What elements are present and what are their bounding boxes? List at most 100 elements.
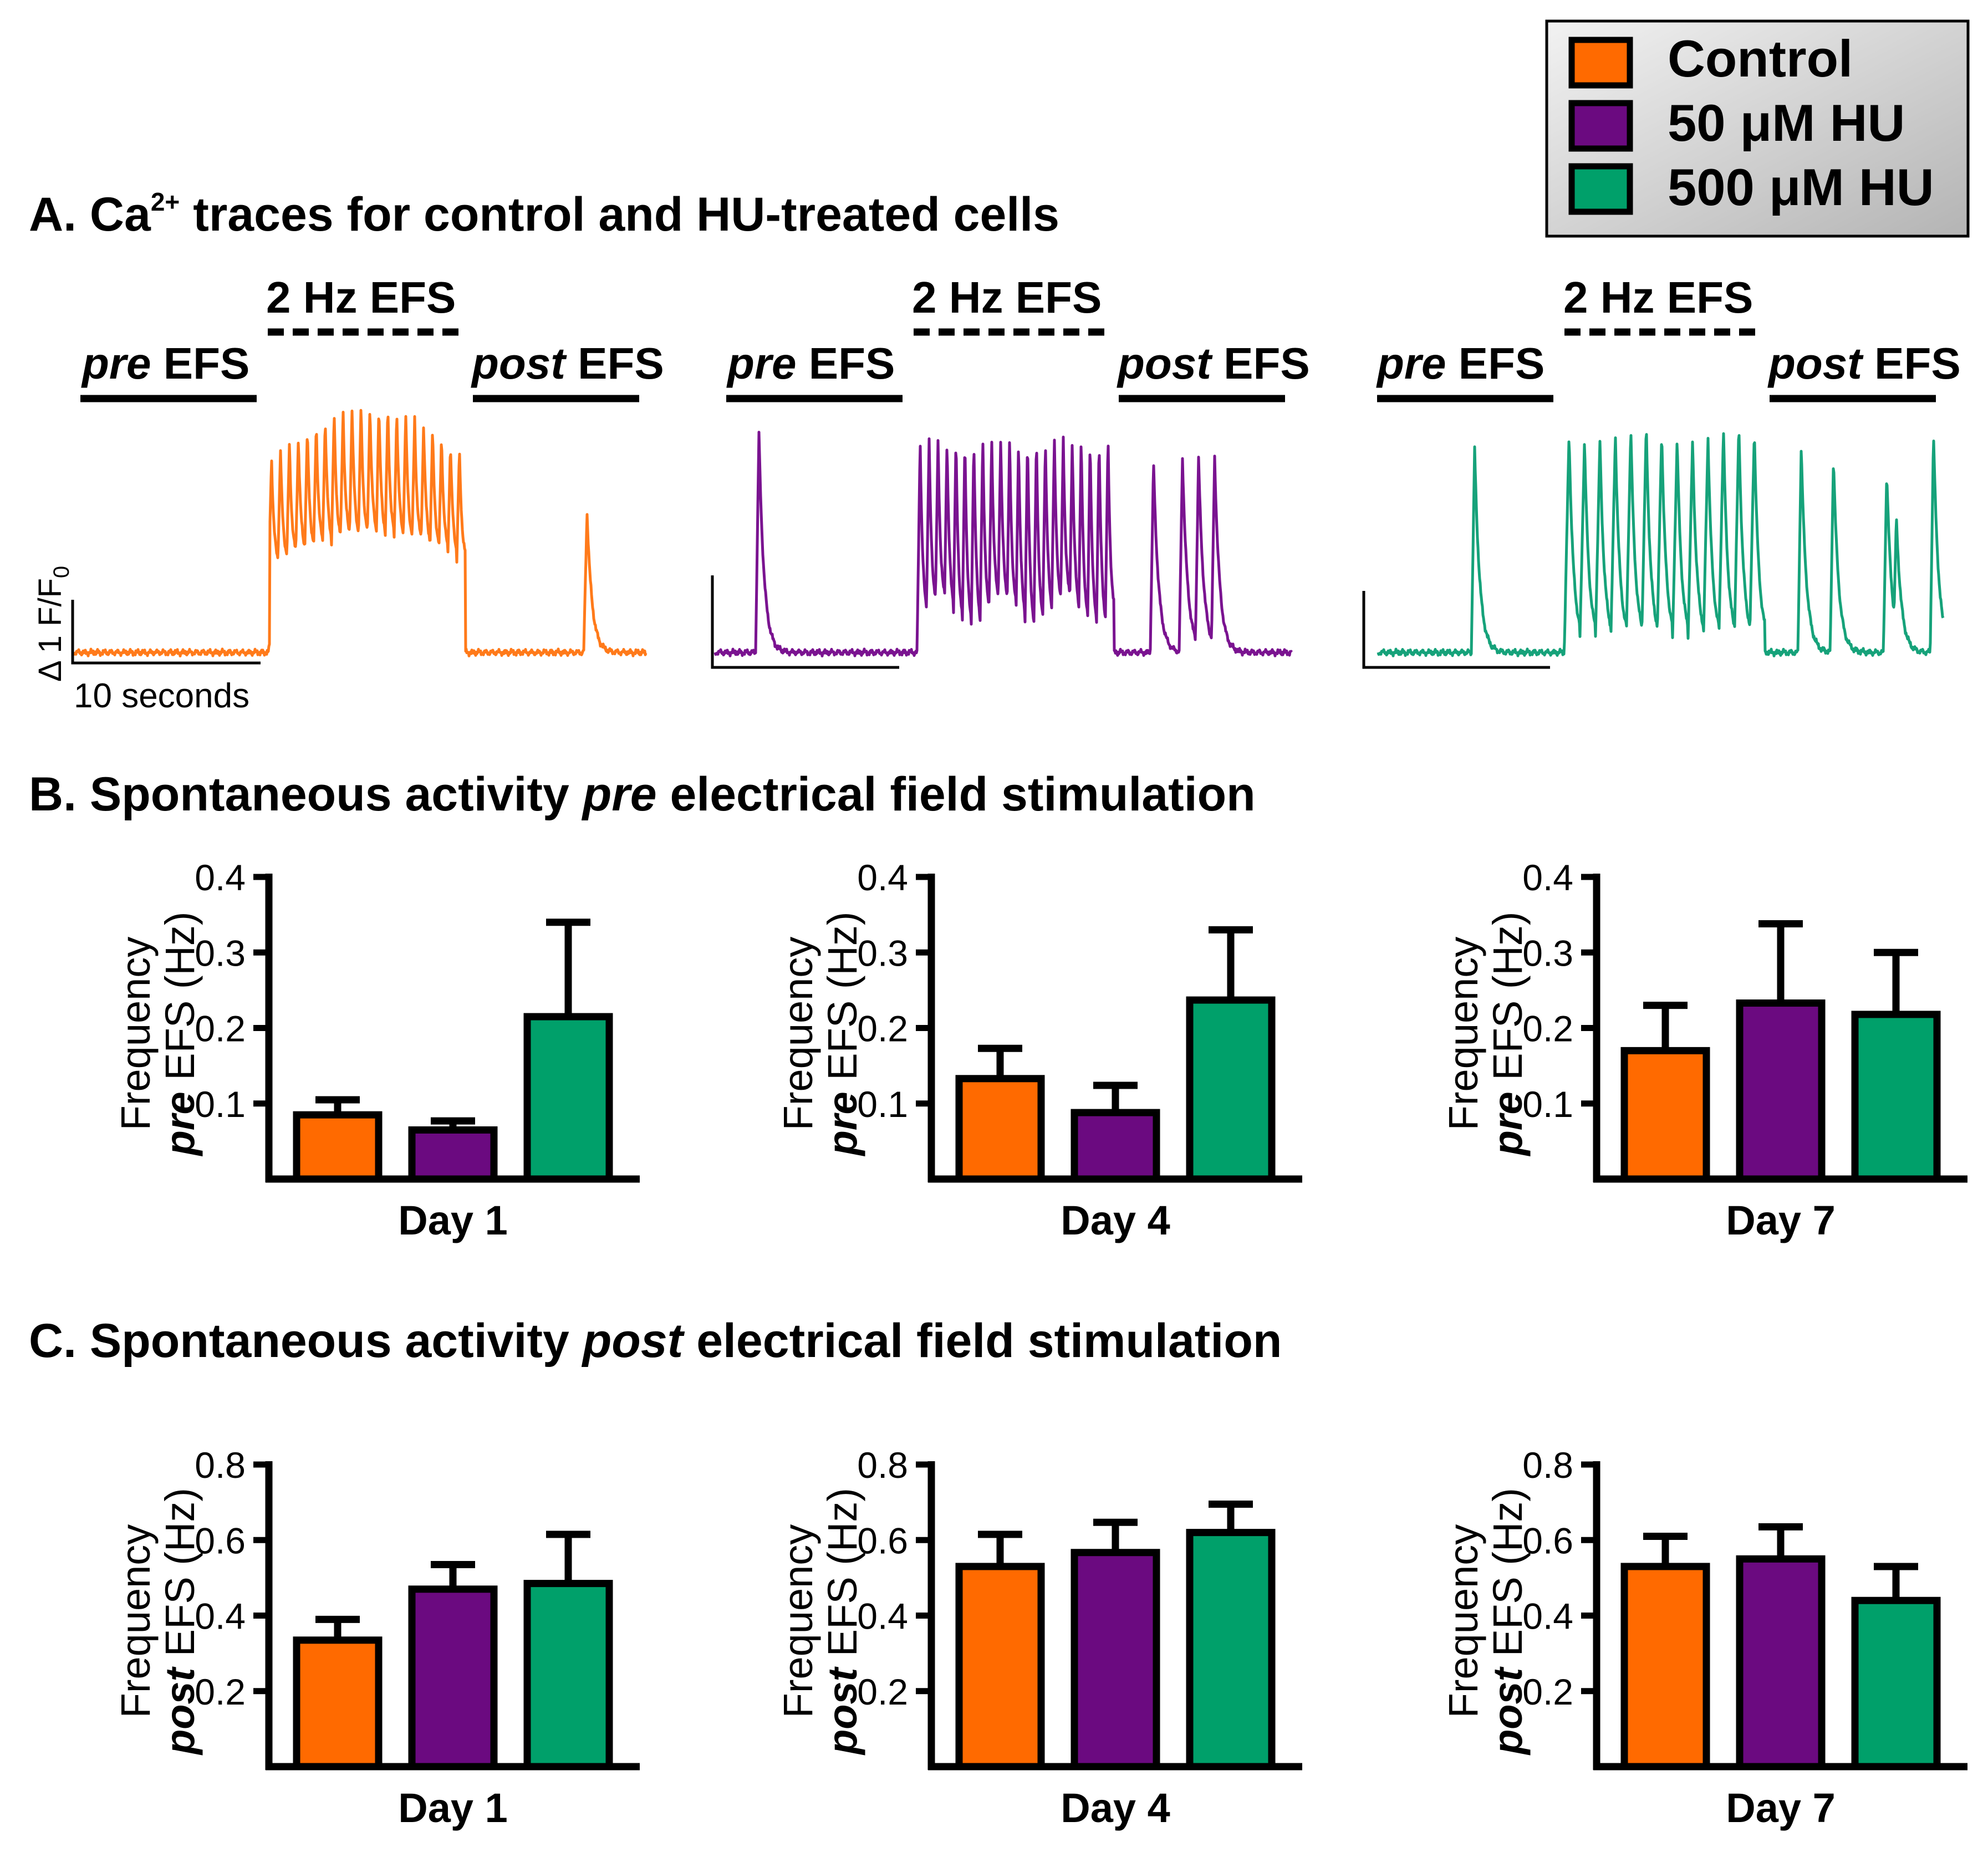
section-b-title: B. Spontaneous activity pre electrical f…	[29, 768, 1256, 821]
scale-bar	[711, 575, 899, 669]
y-tick-label: 0.3	[195, 932, 246, 973]
legend-item-control: Control	[1568, 29, 1853, 89]
bar-500-m-hu	[1186, 1529, 1276, 1771]
pre-efs-label: pre EFS	[81, 339, 249, 388]
section-a-title: A. Ca2+ traces for control and HU-treate…	[29, 187, 1059, 241]
x-axis-label: Day 1	[398, 1197, 507, 1243]
section-c-title: C. Spontaneous activity post electrical …	[29, 1314, 1282, 1368]
bar-50-m-hu	[408, 1126, 498, 1183]
y-tick-label: 0.8	[195, 1445, 246, 1486]
bar-control	[293, 1111, 383, 1183]
bar-control	[955, 1563, 1045, 1771]
y-tick-label: 0.8	[1522, 1445, 1573, 1486]
post-efs-label: post EFS	[1767, 339, 1961, 388]
bar-50-m-hu	[1736, 1555, 1826, 1771]
y-axis-label-line1: Frequency	[113, 1524, 159, 1718]
bar-500-m-hu	[1851, 1011, 1941, 1183]
y-tick-label: 0.8	[857, 1445, 908, 1486]
x-axis-label: Day 7	[1726, 1785, 1835, 1831]
y-axis-label-line2: pre EFS (Hz)	[1485, 912, 1531, 1157]
y-tick-label: 0.6	[1522, 1520, 1573, 1561]
scale-bar	[1362, 591, 1550, 669]
legend-item-500uM: 500 μM HU	[1568, 158, 1934, 216]
y-axis-label-line1: Frequency	[1440, 937, 1486, 1131]
bar-500-m-hu	[1851, 1596, 1941, 1771]
y-tick-label: 0.2	[857, 1008, 908, 1049]
legend-swatch-50uM	[1568, 100, 1633, 152]
x-axis-label: Day 7	[1726, 1197, 1835, 1243]
bar-50-m-hu	[1071, 1549, 1160, 1771]
y-tick-label: 0.2	[1522, 1008, 1573, 1049]
calcium-traces: 2 Hz EFS pre EFS post EFS Δ 1 F/F0 10 se…	[32, 273, 1961, 715]
y-tick-label: 0.3	[1522, 932, 1573, 973]
bar-control	[1620, 1563, 1710, 1771]
scale-bar	[71, 600, 261, 665]
bar-50-m-hu	[408, 1585, 498, 1771]
y-axis-label-line1: Frequency	[113, 937, 159, 1131]
y-axis-label-line2: post EFS (Hz)	[1485, 1488, 1531, 1756]
trace-panel-control: 2 Hz EFS pre EFS post EFS Δ 1 F/F0 10 se…	[32, 273, 664, 715]
y-axis-label-line2: pre EFS (Hz)	[157, 912, 203, 1157]
y-axis-label-line2: pre EFS (Hz)	[819, 912, 865, 1157]
y-tick-label: 0.4	[195, 857, 246, 898]
bar-control	[955, 1075, 1045, 1183]
legend-label-control: Control	[1668, 29, 1853, 88]
bar-control	[1620, 1047, 1710, 1183]
y-tick-label: 0.1	[1522, 1084, 1573, 1125]
y-tick-label: 0.4	[1522, 1596, 1573, 1637]
y-tick-label: 0.6	[857, 1520, 908, 1561]
legend-item-50uM: 50 μM HU	[1568, 94, 1905, 152]
scale-x-label: 10 seconds	[74, 677, 249, 715]
bar-control	[293, 1636, 383, 1771]
y-tick-label: 0.2	[195, 1671, 246, 1712]
pre-efs-label: pre EFS	[1376, 339, 1544, 388]
scale-y-label: Δ 1 F/F0	[32, 566, 74, 682]
legend-swatch-500uM	[1568, 163, 1633, 215]
y-tick-label: 0.4	[1522, 857, 1573, 898]
x-axis-label: Day 4	[1061, 1197, 1170, 1243]
stim-label: 2 Hz EFS	[266, 273, 456, 322]
trace-panel-500uM: 2 Hz EFS pre EFS post EFS	[1362, 273, 1961, 669]
y-tick-label: 0.6	[195, 1520, 246, 1561]
bar-500-m-hu	[523, 1013, 613, 1183]
y-axis-label-line1: Frequency	[1440, 1524, 1486, 1718]
pre-efs-label: pre EFS	[726, 339, 895, 388]
y-axis-label-line2: post EFS (Hz)	[819, 1488, 865, 1756]
post-efs-label: post EFS	[1117, 339, 1310, 388]
legend-label-500uM: 500 μM HU	[1668, 158, 1934, 216]
y-tick-label: 0.4	[857, 1596, 908, 1637]
y-axis-label-line1: Frequency	[775, 937, 821, 1131]
y-tick-label: 0.2	[1522, 1671, 1573, 1712]
trace-line-control	[72, 409, 648, 657]
y-axis-label-line2: post EFS (Hz)	[157, 1488, 203, 1756]
legend: Control 50 μM HU 500 μM HU	[1545, 19, 1970, 238]
stim-label: 2 Hz EFS	[1563, 273, 1753, 322]
y-tick-label: 0.2	[195, 1008, 246, 1049]
y-tick-label: 0.1	[195, 1084, 246, 1125]
x-axis-label: Day 1	[398, 1785, 507, 1831]
legend-label-50uM: 50 μM HU	[1668, 94, 1905, 152]
legend-swatch-control	[1568, 37, 1633, 89]
y-tick-label: 0.4	[857, 857, 908, 898]
bar-500-m-hu	[523, 1580, 613, 1771]
y-tick-label: 0.3	[857, 932, 908, 973]
trace-line-500uM	[1377, 432, 1945, 657]
x-axis-label: Day 4	[1061, 1785, 1170, 1831]
post-efs-label: post EFS	[471, 339, 664, 388]
bar-500-m-hu	[1186, 996, 1276, 1183]
bar-50-m-hu	[1736, 999, 1826, 1183]
bar-50-m-hu	[1071, 1109, 1160, 1183]
trace-line-50uM	[713, 431, 1293, 657]
trace-panel-50uM: 2 Hz EFS pre EFS post EFS	[711, 273, 1310, 669]
y-tick-label: 0.1	[857, 1084, 908, 1125]
stim-label: 2 Hz EFS	[912, 273, 1102, 322]
y-tick-label: 0.4	[195, 1596, 246, 1637]
y-tick-label: 0.2	[857, 1671, 908, 1712]
